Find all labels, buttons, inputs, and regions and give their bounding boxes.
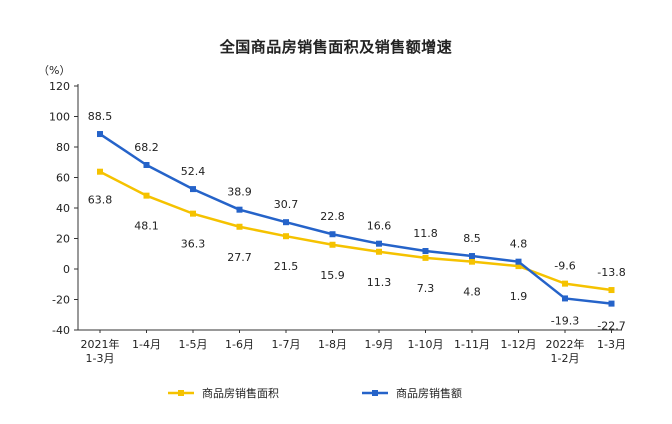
series-marker — [608, 300, 615, 307]
series-marker — [469, 253, 475, 260]
legend-swatch-marker — [178, 390, 184, 396]
data-label-area: 63.8 — [88, 194, 113, 207]
data-label-area: -9.6 — [554, 260, 575, 273]
data-label-area: 15.9 — [320, 269, 345, 282]
series-marker — [515, 258, 522, 265]
series-marker — [608, 287, 615, 294]
series-marker — [469, 258, 475, 265]
series-marker — [143, 161, 150, 168]
series-marker — [97, 131, 103, 138]
x-tick-label: 1-6月 — [225, 338, 254, 351]
data-label-sales: 30.7 — [274, 198, 299, 211]
x-tick-label: 1-11月 — [454, 338, 490, 351]
x-tick-label: 1-10月 — [408, 338, 444, 351]
y-axis-unit: （%） — [38, 64, 70, 77]
series-marker — [190, 186, 196, 193]
x-tick-label: 1-8月 — [318, 338, 347, 351]
data-labels: 63.8 48.1 36.3 27.7 21.5 15.9 11.3 7.3 4.8 1.9 -9.… — [88, 110, 626, 333]
x-tick-label: 2021年 — [81, 337, 120, 351]
series-lines — [97, 131, 615, 307]
x-tick-label: 1-4月 — [132, 338, 161, 351]
y-tick-label: 60 — [56, 172, 70, 185]
legend-swatch-marker — [372, 390, 378, 396]
series-marker — [236, 223, 243, 230]
chart-title: 全国商品房销售面积及销售额增速 — [219, 38, 453, 56]
series-marker — [376, 248, 382, 255]
data-label-area: 36.3 — [181, 238, 206, 251]
data-label-area: 7.3 — [417, 282, 435, 295]
data-label-area: 21.5 — [274, 260, 299, 273]
x-tick-label: 1-2月 — [551, 352, 580, 365]
series-marker — [329, 241, 336, 248]
data-label-area: 48.1 — [134, 220, 159, 233]
y-tick-label: 0 — [63, 263, 70, 276]
data-label-sales: -19.3 — [551, 314, 579, 327]
series-marker — [236, 206, 243, 213]
series-marker — [97, 168, 103, 175]
x-tick-label: 1-3月 — [597, 338, 626, 351]
data-label-sales: 22.8 — [320, 210, 345, 223]
series-marker — [376, 240, 382, 247]
legend-label: 商品房销售额 — [396, 386, 462, 400]
data-label-sales: 4.8 — [510, 238, 528, 251]
legend: 商品房销售面积 商品房销售额 — [168, 386, 462, 400]
y-tick-label: -20 — [52, 294, 70, 307]
data-label-area: 27.7 — [227, 251, 252, 264]
data-label-sales: 11.8 — [413, 227, 438, 240]
series-marker — [562, 280, 568, 287]
y-tick-label: 120 — [49, 80, 70, 93]
y-tick-label: 80 — [56, 141, 70, 154]
data-label-sales: 8.5 — [463, 232, 481, 245]
data-label-sales: 16.6 — [367, 220, 392, 233]
x-tick-label: 1-7月 — [272, 338, 301, 351]
data-label-sales: -22.7 — [597, 320, 625, 333]
series-line-2 — [99, 132, 612, 305]
data-label-sales: 52.4 — [181, 165, 206, 178]
data-label-area: 1.9 — [510, 290, 528, 303]
series-marker — [283, 233, 289, 240]
series-marker — [422, 254, 429, 261]
x-tick-label: 2022年 — [546, 337, 585, 351]
data-label-area: 4.8 — [463, 286, 481, 299]
y-tick-label: -40 — [52, 324, 70, 337]
series-marker — [143, 192, 150, 199]
x-tick-label: 1-5月 — [179, 338, 208, 351]
x-tick-label: 1-12月 — [501, 338, 537, 351]
data-label-sales: 88.5 — [88, 110, 113, 123]
legend-label: 商品房销售面积 — [202, 386, 279, 400]
series-marker — [190, 210, 196, 217]
y-tick-label: 100 — [49, 111, 70, 124]
y-tick-label: 20 — [56, 233, 70, 246]
data-label-area: -13.8 — [597, 266, 625, 279]
x-tick-label: 1-3月 — [86, 352, 115, 365]
data-label-area: 11.3 — [367, 276, 392, 289]
x-tick-label: 1-9月 — [365, 338, 394, 351]
data-label-sales: 38.9 — [227, 186, 252, 199]
data-label-sales: 68.2 — [134, 141, 159, 154]
series-line-1 — [99, 170, 612, 292]
series-marker — [329, 231, 336, 238]
series-marker — [515, 263, 522, 270]
y-tick-label: 40 — [56, 202, 70, 215]
series-marker — [283, 219, 289, 226]
series-marker — [422, 248, 429, 255]
series-marker — [562, 295, 568, 302]
